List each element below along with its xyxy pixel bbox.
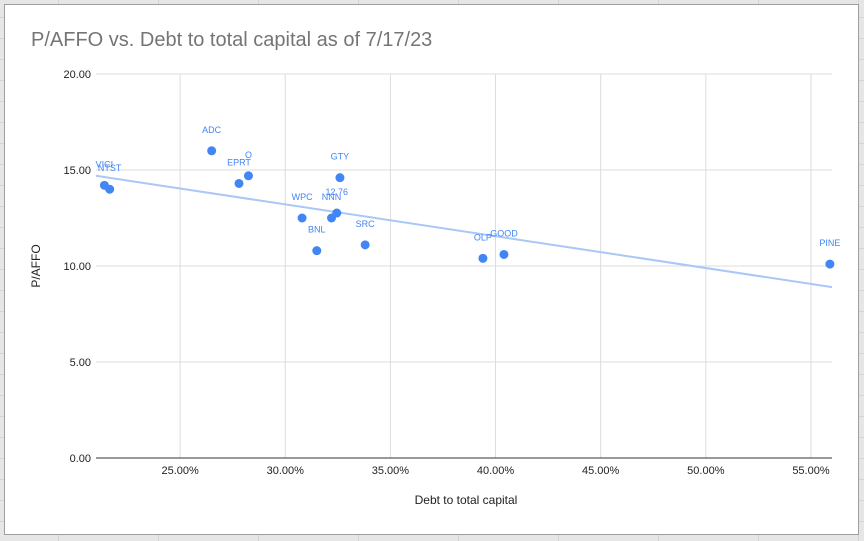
- data-label: GOOD: [490, 228, 518, 238]
- data-label: GTY: [331, 152, 350, 162]
- data-point: [234, 178, 244, 188]
- data-label: WPC: [292, 192, 313, 202]
- y-tick-labels: 0.00 5.00 10.00 15.00 20.00: [63, 69, 91, 465]
- data-point: [478, 253, 488, 263]
- x-tick-label: 45.00%: [582, 465, 620, 477]
- data-label: 12.76: [326, 187, 349, 197]
- data-point: [360, 240, 370, 250]
- x-tick-label: 35.00%: [372, 465, 410, 477]
- y-tick-label: 15.00: [63, 165, 91, 177]
- data-point: [825, 259, 835, 269]
- data-point: [243, 171, 253, 181]
- x-tick-label: 40.00%: [477, 465, 515, 477]
- data-point: [207, 146, 217, 156]
- data-label: OLP: [474, 232, 492, 242]
- data-points: [99, 146, 835, 269]
- y-tick-label: 10.00: [63, 261, 91, 273]
- data-label: NNN: [322, 192, 342, 202]
- y-tick-label: 20.00: [63, 69, 91, 81]
- data-label: EPRT: [227, 157, 251, 167]
- data-point: [335, 173, 345, 183]
- y-tick-label: 5.00: [70, 357, 91, 369]
- y-tick-label: 0.00: [70, 453, 91, 465]
- data-label: PINE: [819, 238, 840, 248]
- data-point: [297, 213, 307, 223]
- y-axis-label: P/AFFO: [29, 244, 43, 287]
- data-point: [499, 249, 509, 259]
- data-point: [312, 246, 322, 256]
- data-label: O: [245, 150, 252, 160]
- trendline: [95, 174, 833, 289]
- data-label: NTST: [98, 163, 122, 173]
- x-tick-label: 25.00%: [161, 465, 199, 477]
- x-tick-label: 55.00%: [792, 465, 830, 477]
- x-tick-labels: 25.00% 30.00% 35.00% 40.00% 45.00% 50.00% 55.0…: [161, 465, 829, 477]
- y-gridlines: [96, 73, 832, 363]
- chart-title: P/AFFO vs. Debt to total capital as of 7…: [31, 29, 433, 51]
- data-label: ADC: [202, 125, 222, 135]
- data-point: [332, 208, 342, 218]
- x-tick-label: 50.00%: [687, 465, 725, 477]
- data-label: VICI: [96, 159, 114, 169]
- x-tick-label: 30.00%: [267, 465, 305, 477]
- x-axis-label: Debt to total capital: [415, 493, 518, 507]
- data-label: BNL: [308, 225, 326, 235]
- data-point: [105, 184, 115, 194]
- data-label: SRC: [356, 219, 376, 229]
